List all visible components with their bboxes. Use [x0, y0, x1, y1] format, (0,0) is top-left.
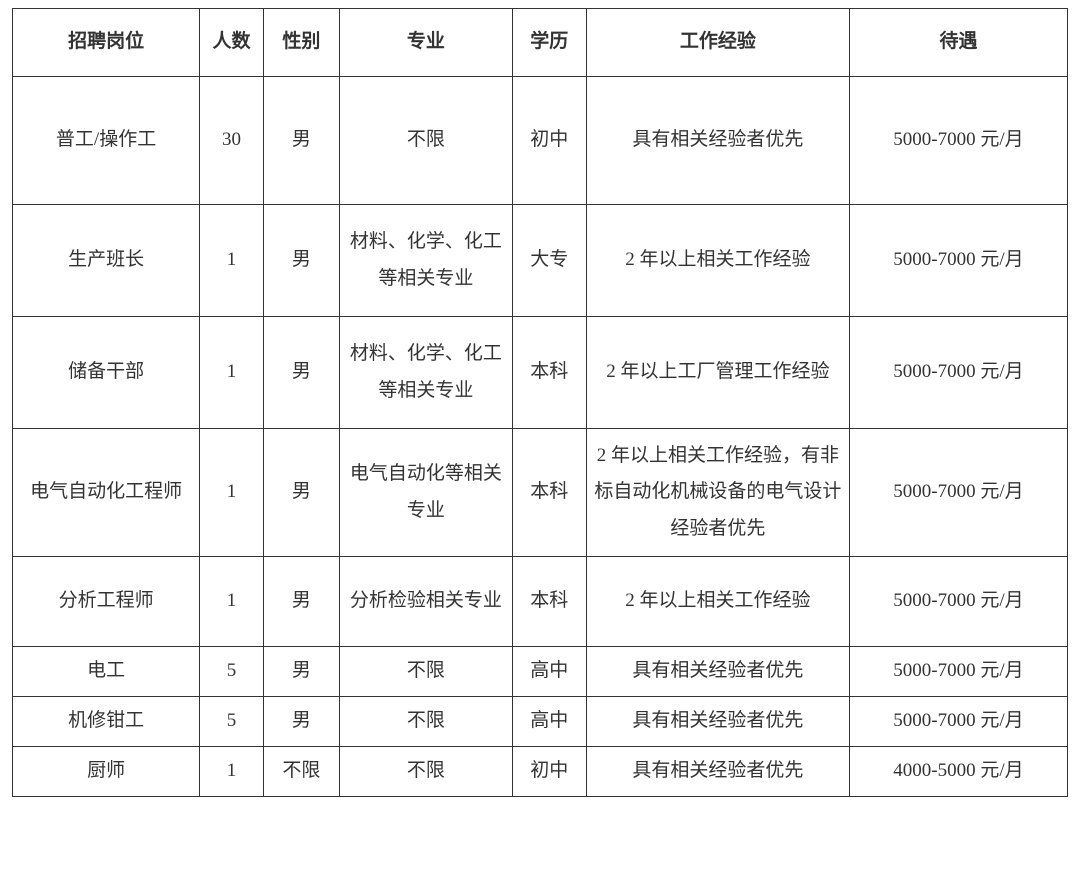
cell-experience: 具有相关经验者优先: [586, 77, 849, 205]
cell-position: 电气自动化工程师: [13, 429, 200, 557]
cell-gender: 男: [263, 697, 339, 747]
table-row: 生产班长 1 男 材料、化学、化工等相关专业 大专 2 年以上相关工作经验 50…: [13, 205, 1068, 317]
cell-count: 5: [200, 647, 264, 697]
cell-education: 本科: [512, 557, 586, 647]
cell-salary: 5000-7000 元/月: [849, 77, 1067, 205]
cell-salary: 5000-7000 元/月: [849, 697, 1067, 747]
cell-major: 不限: [339, 77, 512, 205]
cell-gender: 男: [263, 77, 339, 205]
cell-education: 初中: [512, 77, 586, 205]
header-salary: 待遇: [849, 9, 1067, 77]
cell-experience: 2 年以上相关工作经验: [586, 557, 849, 647]
cell-major: 不限: [339, 697, 512, 747]
cell-salary: 5000-7000 元/月: [849, 647, 1067, 697]
cell-education: 本科: [512, 317, 586, 429]
cell-education: 大专: [512, 205, 586, 317]
cell-experience: 2 年以上相关工作经验，有非标自动化机械设备的电气设计经验者优先: [586, 429, 849, 557]
cell-gender: 男: [263, 429, 339, 557]
cell-gender: 男: [263, 647, 339, 697]
cell-education: 本科: [512, 429, 586, 557]
header-count: 人数: [200, 9, 264, 77]
cell-position: 储备干部: [13, 317, 200, 429]
cell-major: 不限: [339, 747, 512, 797]
cell-experience: 具有相关经验者优先: [586, 747, 849, 797]
cell-major: 电气自动化等相关专业: [339, 429, 512, 557]
cell-count: 1: [200, 429, 264, 557]
cell-experience: 2 年以上工厂管理工作经验: [586, 317, 849, 429]
header-experience: 工作经验: [586, 9, 849, 77]
cell-count: 5: [200, 697, 264, 747]
cell-salary: 5000-7000 元/月: [849, 429, 1067, 557]
cell-position: 机修钳工: [13, 697, 200, 747]
table-row: 厨师 1 不限 不限 初中 具有相关经验者优先 4000-5000 元/月: [13, 747, 1068, 797]
cell-count: 1: [200, 205, 264, 317]
cell-experience: 具有相关经验者优先: [586, 697, 849, 747]
cell-major: 分析检验相关专业: [339, 557, 512, 647]
table-body: 普工/操作工 30 男 不限 初中 具有相关经验者优先 5000-7000 元/…: [13, 77, 1068, 797]
cell-position: 厨师: [13, 747, 200, 797]
cell-position: 普工/操作工: [13, 77, 200, 205]
cell-education: 高中: [512, 647, 586, 697]
cell-position: 分析工程师: [13, 557, 200, 647]
recruitment-table-container: 招聘岗位 人数 性别 专业 学历 工作经验 待遇 普工/操作工 30 男 不限 …: [0, 0, 1080, 805]
cell-salary: 5000-7000 元/月: [849, 205, 1067, 317]
cell-count: 1: [200, 747, 264, 797]
cell-count: 1: [200, 557, 264, 647]
cell-gender: 男: [263, 205, 339, 317]
cell-major: 材料、化学、化工等相关专业: [339, 317, 512, 429]
header-major: 专业: [339, 9, 512, 77]
header-education: 学历: [512, 9, 586, 77]
table-row: 普工/操作工 30 男 不限 初中 具有相关经验者优先 5000-7000 元/…: [13, 77, 1068, 205]
cell-salary: 4000-5000 元/月: [849, 747, 1067, 797]
table-row: 分析工程师 1 男 分析检验相关专业 本科 2 年以上相关工作经验 5000-7…: [13, 557, 1068, 647]
cell-experience: 2 年以上相关工作经验: [586, 205, 849, 317]
cell-education: 高中: [512, 697, 586, 747]
table-header-row: 招聘岗位 人数 性别 专业 学历 工作经验 待遇: [13, 9, 1068, 77]
cell-position: 生产班长: [13, 205, 200, 317]
cell-major: 材料、化学、化工等相关专业: [339, 205, 512, 317]
table-row: 电气自动化工程师 1 男 电气自动化等相关专业 本科 2 年以上相关工作经验，有…: [13, 429, 1068, 557]
cell-position: 电工: [13, 647, 200, 697]
cell-salary: 5000-7000 元/月: [849, 317, 1067, 429]
cell-education: 初中: [512, 747, 586, 797]
cell-gender: 不限: [263, 747, 339, 797]
table-row: 机修钳工 5 男 不限 高中 具有相关经验者优先 5000-7000 元/月: [13, 697, 1068, 747]
cell-major: 不限: [339, 647, 512, 697]
table-row: 储备干部 1 男 材料、化学、化工等相关专业 本科 2 年以上工厂管理工作经验 …: [13, 317, 1068, 429]
header-gender: 性别: [263, 9, 339, 77]
cell-experience: 具有相关经验者优先: [586, 647, 849, 697]
cell-count: 1: [200, 317, 264, 429]
cell-gender: 男: [263, 317, 339, 429]
cell-count: 30: [200, 77, 264, 205]
header-position: 招聘岗位: [13, 9, 200, 77]
cell-salary: 5000-7000 元/月: [849, 557, 1067, 647]
table-row: 电工 5 男 不限 高中 具有相关经验者优先 5000-7000 元/月: [13, 647, 1068, 697]
cell-gender: 男: [263, 557, 339, 647]
recruitment-table: 招聘岗位 人数 性别 专业 学历 工作经验 待遇 普工/操作工 30 男 不限 …: [12, 8, 1068, 797]
